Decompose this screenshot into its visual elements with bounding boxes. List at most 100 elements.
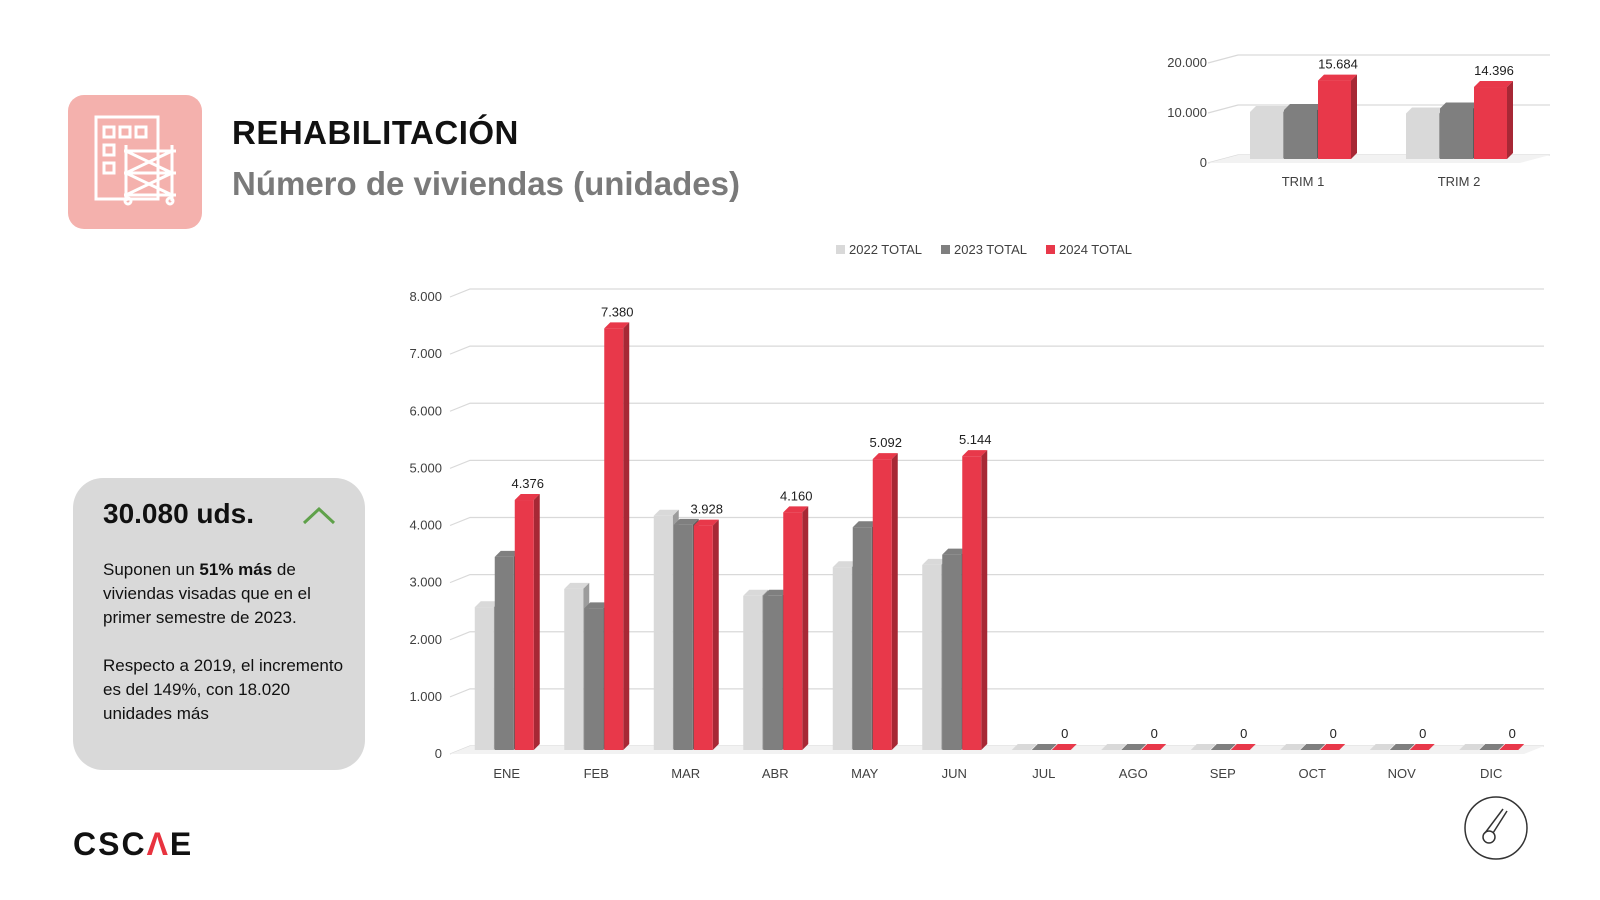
- main-chart-bar-side: [533, 494, 540, 750]
- summary-paragraph-1: Suponen un 51% más de viviendas visadas …: [103, 558, 353, 630]
- summary-card: 30.080 uds. Suponen un 51% más de vivien…: [73, 478, 365, 770]
- quarter-chart-category-label: TRIM 2: [1438, 174, 1481, 189]
- main-chart-data-label: 7.380: [601, 304, 634, 319]
- quarter-chart-bar-top: [1406, 107, 1445, 114]
- main-chart-bar: [584, 608, 604, 750]
- main-chart-bar-top: [942, 548, 968, 555]
- quarter-chart-bar-side: [1507, 81, 1513, 159]
- summary-text: Suponen un 51% más de viviendas visadas …: [103, 558, 353, 750]
- main-chart-bar: [604, 328, 624, 750]
- summary-text1-pre: Suponen un: [103, 560, 200, 579]
- main-chart-bar: [763, 595, 783, 750]
- legend-swatch: [1046, 245, 1055, 254]
- main-chart-bar-top: [763, 589, 789, 596]
- main-chart-bar-top: [494, 550, 520, 557]
- quarter-chart-bar: [1284, 110, 1317, 159]
- summary-value: 30.080 uds.: [103, 498, 254, 529]
- quarter-chart-ytick-label: 10.000: [1167, 105, 1207, 120]
- summary-text1-post: de viviendas visadas que en el primer se…: [103, 560, 311, 627]
- main-chart-category-label: NOV: [1388, 766, 1417, 781]
- main-chart-bar: [1479, 744, 1505, 750]
- quarter-chart-bar: [1250, 112, 1283, 159]
- main-chart-ytick-label: 2.000: [409, 632, 442, 647]
- logo-accent: Λ: [146, 826, 170, 862]
- main-chart-bar-top: [584, 602, 610, 609]
- main-chart-data-label: 5.144: [959, 432, 992, 447]
- main-chart-category-label: MAY: [851, 766, 879, 781]
- main-chart-bar-top: [673, 518, 699, 525]
- quarter-chart-data-label: 15.684: [1318, 57, 1358, 72]
- main-chart-bar: [922, 564, 942, 750]
- main-chart-bar: [1300, 744, 1326, 750]
- main-chart-bar: [872, 459, 892, 750]
- main-chart-bar-top: [852, 521, 878, 528]
- legend-label: 2023 TOTAL: [954, 242, 1027, 257]
- main-chart-bar: [962, 456, 982, 750]
- main-chart-bar-top: [872, 453, 898, 460]
- quarter-chart-data-label: 14.396: [1474, 63, 1514, 78]
- main-chart-bar-top: [564, 582, 590, 589]
- quarter-chart-bar-top: [1474, 81, 1513, 88]
- main-chart-bar-side: [891, 453, 898, 750]
- main-chart-gridline: [449, 459, 1544, 469]
- main-chart-gridline: [449, 631, 1544, 641]
- main-chart-bar-top: [474, 601, 500, 608]
- main-chart-bar-side: [712, 519, 719, 750]
- quarter-chart-category-label: TRIM 1: [1282, 174, 1325, 189]
- main-chart-data-label: 4.160: [780, 488, 813, 503]
- main-chart-gridline: [449, 345, 1544, 355]
- main-chart-category-label: DIC: [1480, 766, 1502, 781]
- summary-paragraph-2: Respecto a 2019, el incremento es del 14…: [103, 656, 344, 723]
- main-chart-bar: [783, 512, 803, 750]
- main-chart-bar: [1011, 744, 1037, 750]
- main-chart-bar: [1121, 744, 1147, 750]
- main-chart-bar: [564, 588, 584, 750]
- main-chart-bar: [494, 556, 514, 750]
- main-chart-category-label: ABR: [762, 766, 789, 781]
- main-chart-bar: [1051, 744, 1077, 750]
- main-chart-bar: [1459, 744, 1485, 750]
- main-chart-bar-top: [514, 494, 540, 501]
- main-chart-bar: [1369, 744, 1395, 750]
- quarter-chart-bar: [1440, 108, 1473, 159]
- main-chart-bar-side: [981, 450, 988, 750]
- summary-text1-bold: 51% más: [199, 560, 273, 579]
- main-chart-ytick-label: 5.000: [409, 460, 442, 475]
- main-chart-category-label: ENE: [493, 766, 520, 781]
- legend-swatch: [941, 245, 950, 254]
- main-chart-category-label: SEP: [1210, 766, 1236, 781]
- main-chart-bar: [1141, 744, 1167, 750]
- main-chart-data-label: 0: [1061, 726, 1068, 741]
- main-chart-gridline: [449, 402, 1544, 412]
- main-chart-data-label: 0: [1330, 726, 1337, 741]
- main-chart-bar: [1320, 744, 1346, 750]
- main-chart-data-label: 3.928: [690, 502, 723, 517]
- quarter-chart-bar-top: [1250, 106, 1289, 112]
- main-chart-ytick-label: 1.000: [409, 689, 442, 704]
- legend-label: 2024 TOTAL: [1059, 242, 1132, 257]
- main-chart-bar: [852, 527, 872, 750]
- main-chart-gridline: [449, 574, 1544, 584]
- main-chart-bar: [1230, 744, 1256, 750]
- quarter-chart-bar-side: [1351, 74, 1357, 159]
- page-subtitle: Número de viviendas (unidades): [232, 165, 740, 202]
- main-chart-gridline: [449, 288, 1544, 298]
- logo-text-right: E: [169, 826, 194, 862]
- main-chart-bar-top: [962, 450, 988, 457]
- main-chart-data-label: 0: [1240, 726, 1247, 741]
- main-chart-bar: [1409, 744, 1435, 750]
- main-chart-category-label: OCT: [1299, 766, 1327, 781]
- main-chart-bar: [514, 500, 534, 750]
- chevron-up-icon: [302, 506, 336, 525]
- main-chart-data-label: 0: [1419, 726, 1426, 741]
- main-chart-gridline: [449, 516, 1544, 527]
- main-chart-bar-top: [693, 519, 719, 526]
- quarter-chart-bar: [1474, 87, 1507, 159]
- main-chart-bar: [1280, 744, 1306, 750]
- main-chart-floor: [450, 746, 1544, 754]
- main-chart-ytick-label: 8.000: [409, 289, 442, 304]
- main-chart-bar: [1210, 744, 1236, 750]
- main-chart-ytick-label: 0: [435, 746, 442, 761]
- quarter-chart-bar: [1406, 113, 1439, 159]
